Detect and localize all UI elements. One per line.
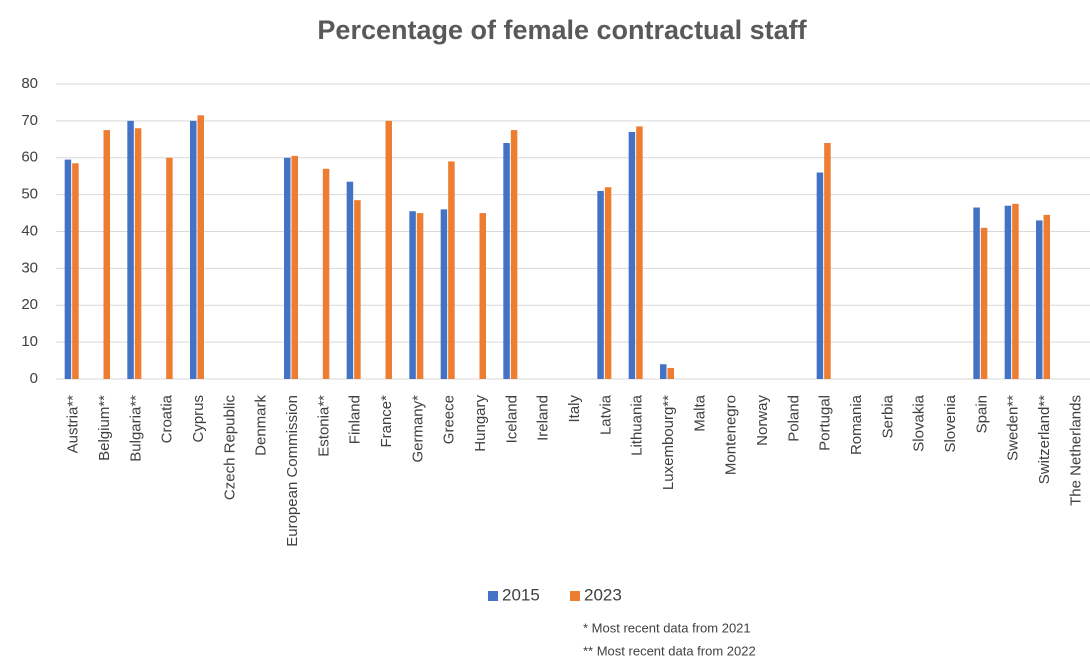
x-tick-label: Ireland bbox=[535, 395, 552, 441]
bar bbox=[1012, 203, 1019, 379]
x-tick-label: Hungary bbox=[472, 395, 489, 452]
y-tick-label: 60 bbox=[21, 149, 38, 166]
x-tick-label: Slovenia bbox=[942, 394, 959, 452]
y-tick-label: 30 bbox=[21, 259, 38, 276]
x-tick-label: The Netherlands bbox=[1067, 395, 1084, 506]
y-tick-label: 0 bbox=[30, 370, 38, 387]
bar bbox=[1004, 205, 1012, 379]
bar bbox=[127, 120, 134, 379]
bar bbox=[816, 172, 824, 379]
x-tick-label: Finland bbox=[347, 395, 364, 444]
x-tick-label: Switzerland** bbox=[1036, 395, 1053, 484]
x-tick-label: Malta bbox=[691, 394, 708, 431]
x-tick-label: Italy bbox=[566, 395, 583, 423]
y-tick-label: 50 bbox=[21, 186, 38, 203]
y-tick-label: 70 bbox=[21, 112, 38, 129]
bar bbox=[64, 159, 72, 379]
bar bbox=[1043, 214, 1050, 379]
bar bbox=[284, 157, 291, 379]
x-tick-label: Austria** bbox=[65, 395, 82, 454]
x-tick-label: Slovakia bbox=[911, 394, 928, 451]
legend-label: 2023 bbox=[584, 585, 622, 604]
bar bbox=[824, 143, 831, 379]
bar bbox=[440, 209, 448, 379]
legend-swatch bbox=[488, 591, 498, 601]
footnote: ** Most recent data from 2022 bbox=[583, 643, 756, 658]
y-tick-label: 10 bbox=[21, 333, 38, 350]
bar bbox=[416, 213, 424, 379]
x-tick-label: Sweden** bbox=[1005, 395, 1022, 461]
x-tick-label: Portugal bbox=[817, 395, 834, 451]
bar bbox=[597, 190, 604, 379]
x-tick-label: Lithuania bbox=[629, 394, 646, 456]
bar bbox=[346, 181, 354, 379]
bar bbox=[503, 143, 510, 379]
x-tick-label: Estonia** bbox=[315, 395, 332, 457]
bar bbox=[103, 130, 110, 379]
chart-title: Percentage of female contractual staff bbox=[317, 15, 807, 45]
bar bbox=[973, 207, 980, 379]
bar bbox=[667, 367, 674, 379]
x-tick-label: Czech Republic bbox=[221, 395, 238, 501]
x-tick-label: Croatia bbox=[159, 394, 176, 443]
x-tick-label: France* bbox=[378, 395, 395, 448]
legend-swatch bbox=[570, 591, 580, 601]
x-tick-label: Cyprus bbox=[190, 395, 207, 443]
x-tick-label: European Commission bbox=[284, 395, 301, 547]
bar bbox=[479, 213, 486, 379]
x-tick-label: Iceland bbox=[503, 395, 520, 443]
bar bbox=[322, 168, 330, 379]
bar bbox=[604, 187, 612, 379]
bar bbox=[354, 200, 361, 379]
bar bbox=[190, 120, 197, 379]
bar bbox=[291, 155, 298, 379]
x-tick-label: Luxembourg** bbox=[660, 395, 677, 490]
bar bbox=[72, 163, 79, 379]
x-tick-label: Serbia bbox=[879, 394, 896, 438]
bar bbox=[636, 126, 643, 379]
x-tick-label: Poland bbox=[785, 395, 802, 442]
y-tick-label: 40 bbox=[21, 222, 38, 239]
bar bbox=[628, 131, 636, 379]
x-tick-label: Romania bbox=[848, 394, 865, 455]
bar bbox=[510, 130, 518, 379]
x-tick-label: Norway bbox=[754, 395, 771, 446]
x-tick-label: Germany* bbox=[409, 395, 426, 463]
x-tick-label: Latvia bbox=[597, 394, 614, 435]
bar bbox=[448, 161, 455, 379]
bar bbox=[980, 227, 988, 379]
bar bbox=[166, 157, 173, 379]
bar bbox=[197, 115, 204, 379]
footnote: * Most recent data from 2021 bbox=[583, 620, 751, 635]
x-tick-label: Spain bbox=[973, 395, 990, 433]
bar bbox=[1036, 220, 1043, 379]
bar bbox=[409, 211, 416, 379]
x-tick-label: Belgium** bbox=[96, 395, 113, 461]
x-tick-label: Denmark bbox=[253, 395, 270, 456]
bar bbox=[385, 120, 392, 379]
legend-label: 2015 bbox=[502, 585, 540, 604]
x-tick-label: Bulgaria** bbox=[127, 395, 144, 462]
y-tick-label: 80 bbox=[21, 75, 38, 92]
y-tick-label: 20 bbox=[21, 296, 38, 313]
bar bbox=[660, 364, 667, 379]
bar bbox=[134, 128, 142, 379]
x-tick-label: Greece bbox=[441, 395, 458, 444]
x-tick-label: Montenegro bbox=[723, 395, 740, 475]
